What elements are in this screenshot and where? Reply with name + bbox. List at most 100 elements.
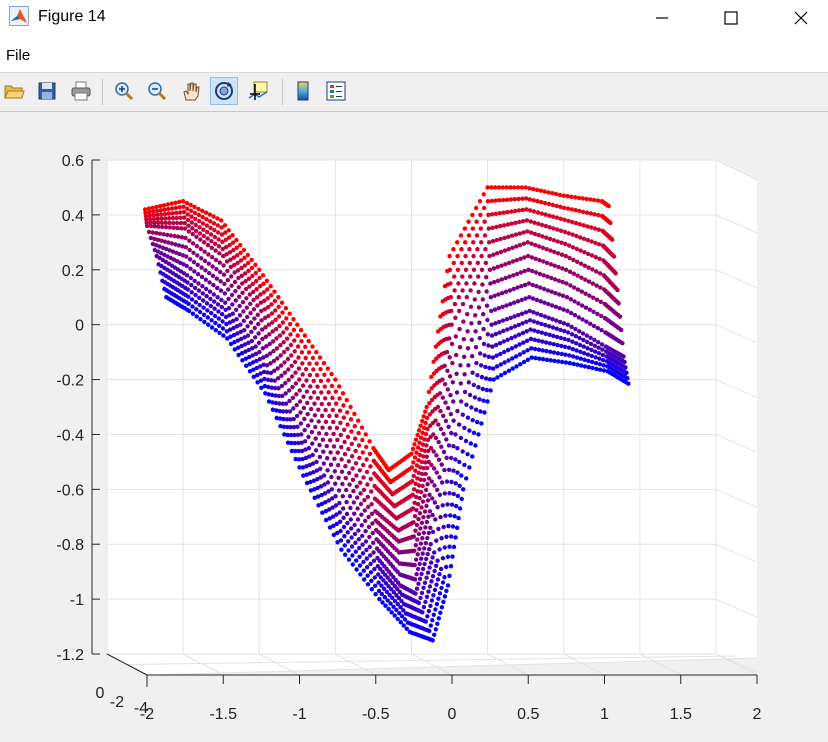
scatter-point — [471, 267, 477, 272]
rotate-3d-button[interactable] — [210, 77, 238, 105]
scatter-point — [392, 598, 398, 604]
axes-3d[interactable]: 0.60.40.20-0.2-0.4-0.6-0.8-1-1.2-2 -1.5 -1… — [0, 112, 828, 737]
matlab-logo-icon — [9, 6, 29, 26]
menu-file[interactable]: File — [6, 47, 31, 64]
scatter-point — [354, 484, 359, 489]
scatter-point — [251, 289, 256, 295]
scatter-point — [490, 239, 496, 244]
figure-canvas[interactable]: 0.6 0.4 0.2 0 -0.2 -0.4 -0.6 -0.8 -1 -1.2 -2 -1.5 -1… — [0, 112, 828, 737]
scatter-point — [522, 282, 528, 288]
scatter-point — [265, 377, 271, 382]
scatter-point — [188, 266, 193, 271]
scatter-point — [192, 204, 197, 210]
scatter-point — [267, 332, 272, 337]
scatter-point — [430, 555, 435, 560]
scatter-point — [236, 275, 241, 281]
scatter-point — [411, 520, 416, 525]
scatter-point — [585, 237, 590, 243]
scatter-point — [575, 259, 580, 264]
x-tick-label: -2 — [140, 706, 154, 723]
scatter-point — [311, 390, 317, 395]
scatter-point — [228, 334, 233, 339]
pan-button[interactable] — [177, 77, 205, 105]
scatter-point — [337, 510, 342, 515]
scatter-point — [203, 210, 209, 215]
scatter-point — [426, 476, 432, 481]
scatter-point — [200, 208, 205, 213]
scatter-point — [425, 614, 430, 619]
scatter-point — [462, 226, 467, 231]
open-button[interactable] — [0, 77, 28, 105]
scatter-point — [500, 318, 506, 323]
scatter-point — [462, 389, 468, 395]
scatter-point — [242, 335, 247, 340]
scatter-point — [364, 457, 369, 462]
scatter-point — [479, 421, 484, 426]
scatter-point — [208, 303, 213, 309]
scatter-point — [470, 370, 475, 375]
scatter-point — [584, 333, 589, 338]
scatter-point — [585, 352, 591, 357]
scatter-point — [485, 199, 491, 204]
minimize-button[interactable] — [639, 0, 685, 36]
scatter-point — [276, 304, 281, 309]
scatter-point — [289, 440, 294, 446]
scatter-point — [494, 353, 499, 358]
scatter-point — [595, 311, 600, 317]
x-tick-label: -1.5 — [209, 706, 237, 723]
data-cursor-button[interactable] — [244, 77, 272, 105]
scatter-point — [344, 511, 350, 517]
scatter-point — [563, 352, 568, 357]
zoom-out-button[interactable] — [143, 77, 171, 105]
scatter-point — [194, 314, 199, 319]
scatter-point — [426, 589, 431, 594]
scatter-point — [223, 307, 228, 312]
scatter-point — [583, 277, 588, 282]
scatter-point — [143, 210, 148, 215]
print-button[interactable] — [67, 77, 95, 105]
scatter-point — [190, 226, 195, 231]
zoom-in-button[interactable] — [110, 77, 138, 105]
scatter-point — [177, 251, 182, 257]
scatter-point — [226, 287, 231, 292]
scatter-point — [427, 584, 433, 589]
legend-button[interactable] — [322, 77, 350, 105]
scatter-point — [530, 296, 536, 301]
scatter-point — [309, 418, 314, 423]
maximize-button[interactable] — [708, 0, 754, 36]
scatter-point — [578, 261, 584, 266]
scatter-point — [447, 336, 452, 341]
scatter-point — [574, 355, 580, 360]
scatter-point — [545, 274, 550, 279]
scatter-point — [449, 534, 454, 539]
scatter-point — [483, 364, 488, 370]
scatter-point — [567, 360, 572, 366]
scatter-point — [266, 392, 271, 397]
scatter-point — [420, 430, 425, 435]
scatter-point — [426, 459, 431, 465]
scatter-point — [314, 468, 320, 473]
scatter-point — [213, 248, 218, 253]
scatter-point — [511, 286, 516, 292]
scatter-point — [608, 220, 613, 226]
scatter-point — [593, 255, 598, 260]
scatter-point — [570, 232, 575, 237]
scatter-point — [228, 327, 233, 332]
scatter-point — [495, 278, 501, 283]
scatter-point — [305, 423, 311, 428]
scatter-point — [336, 488, 342, 493]
scatter-point — [294, 413, 300, 419]
scatter-point — [247, 362, 252, 367]
scatter-point — [181, 204, 186, 209]
scatter-point — [202, 249, 207, 254]
scatter-point — [254, 365, 259, 371]
scatter-point — [271, 349, 276, 354]
save-button[interactable] — [33, 77, 61, 105]
scatter-point — [148, 223, 154, 229]
scatter-point — [427, 547, 432, 552]
colorbar-button[interactable] — [289, 77, 317, 105]
scatter-point — [543, 331, 548, 336]
close-button[interactable] — [778, 0, 824, 36]
scatter-point — [315, 485, 320, 491]
scatter-point — [444, 534, 449, 539]
